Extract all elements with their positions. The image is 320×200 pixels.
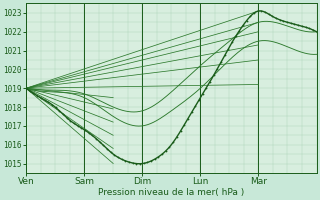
X-axis label: Pression niveau de la mer( hPa ): Pression niveau de la mer( hPa ) [98,188,244,197]
